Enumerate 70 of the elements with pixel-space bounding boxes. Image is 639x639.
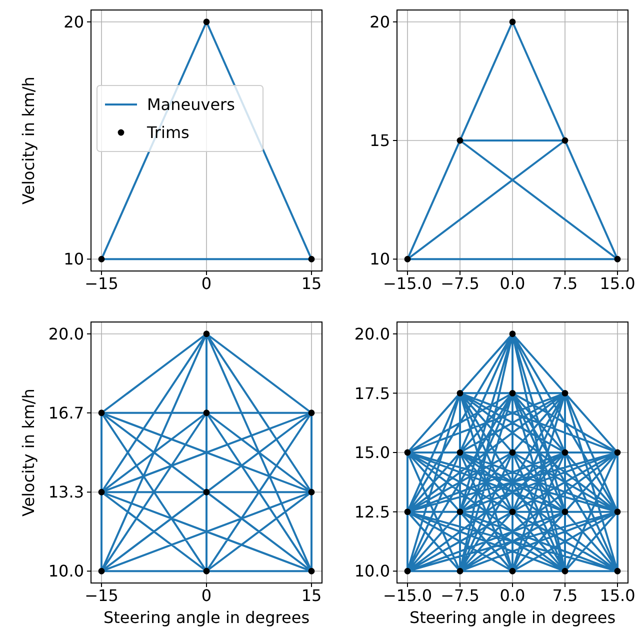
y-tick-label: 17.5 bbox=[354, 384, 390, 403]
point bbox=[509, 330, 516, 338]
point bbox=[203, 488, 210, 496]
x-tick-label: 15 bbox=[301, 274, 322, 293]
point bbox=[308, 488, 315, 496]
point bbox=[404, 256, 411, 262]
x-tick-label: 0 bbox=[201, 274, 212, 293]
y-tick-label: 20 bbox=[370, 12, 390, 32]
point bbox=[404, 508, 411, 516]
point bbox=[614, 508, 621, 516]
point bbox=[404, 449, 411, 456]
x-tick-label: 15 bbox=[301, 586, 322, 605]
x-tick-label: −15.0 bbox=[382, 586, 432, 605]
x-tick-label: 0.0 bbox=[500, 274, 526, 293]
x-tick-label: −7.5 bbox=[440, 586, 480, 605]
y-tick-label: 20.0 bbox=[48, 324, 84, 344]
y-tick-label: 20.0 bbox=[354, 324, 390, 344]
point bbox=[456, 390, 464, 396]
x-tick-label: −15 bbox=[84, 274, 118, 293]
point bbox=[614, 449, 621, 456]
point bbox=[614, 568, 621, 574]
legend-label: Trims bbox=[146, 123, 190, 142]
point bbox=[404, 568, 411, 574]
point bbox=[456, 568, 464, 574]
y-tick-label: 16.7 bbox=[48, 403, 84, 422]
point bbox=[562, 390, 568, 396]
point bbox=[509, 568, 516, 574]
x-tick-label: 0 bbox=[201, 586, 212, 605]
point bbox=[98, 568, 105, 574]
x-tick-label: 7.5 bbox=[552, 274, 578, 293]
point bbox=[456, 449, 464, 456]
point bbox=[308, 410, 315, 416]
point bbox=[456, 508, 464, 516]
point bbox=[456, 137, 464, 144]
x-axis-title: Steering angle in degrees bbox=[409, 608, 616, 627]
point bbox=[308, 568, 315, 574]
x-tick-label: 7.5 bbox=[552, 586, 578, 605]
x-tick-label: 0.0 bbox=[500, 586, 526, 605]
point bbox=[562, 568, 568, 574]
x-tick-label: −15.0 bbox=[382, 274, 432, 293]
y-tick-label: 12.5 bbox=[354, 502, 390, 522]
x-tick-label: −7.5 bbox=[440, 274, 480, 293]
point bbox=[203, 568, 210, 574]
point bbox=[203, 330, 210, 338]
y-tick-label: 10 bbox=[370, 250, 390, 269]
point bbox=[614, 256, 621, 262]
point bbox=[562, 137, 568, 144]
x-tick-label: 15.0 bbox=[600, 586, 636, 605]
point bbox=[98, 488, 105, 496]
y-tick-label: 10 bbox=[64, 250, 84, 269]
y-axis-title: Velocity in km/h bbox=[19, 76, 38, 204]
y-tick-label: 20 bbox=[64, 12, 84, 32]
point bbox=[562, 508, 568, 516]
legend-label: Maneuvers bbox=[147, 95, 235, 114]
y-tick-label: 15.0 bbox=[354, 443, 390, 462]
point bbox=[98, 410, 105, 416]
x-axis-title: Steering angle in degrees bbox=[103, 608, 310, 627]
x-tick-label: 15.0 bbox=[600, 274, 636, 293]
point bbox=[562, 449, 568, 456]
y-tick-label: 10.0 bbox=[48, 562, 84, 581]
point bbox=[509, 390, 516, 396]
y-tick-label: 10.0 bbox=[354, 562, 390, 581]
x-tick-label: −15 bbox=[84, 586, 118, 605]
point bbox=[509, 18, 516, 26]
point bbox=[509, 449, 516, 456]
y-tick-label: 15 bbox=[370, 131, 390, 150]
y-axis-title: Velocity in km/h bbox=[19, 388, 38, 516]
point bbox=[203, 410, 210, 416]
y-tick-label: 13.3 bbox=[48, 482, 84, 502]
point bbox=[509, 508, 516, 516]
